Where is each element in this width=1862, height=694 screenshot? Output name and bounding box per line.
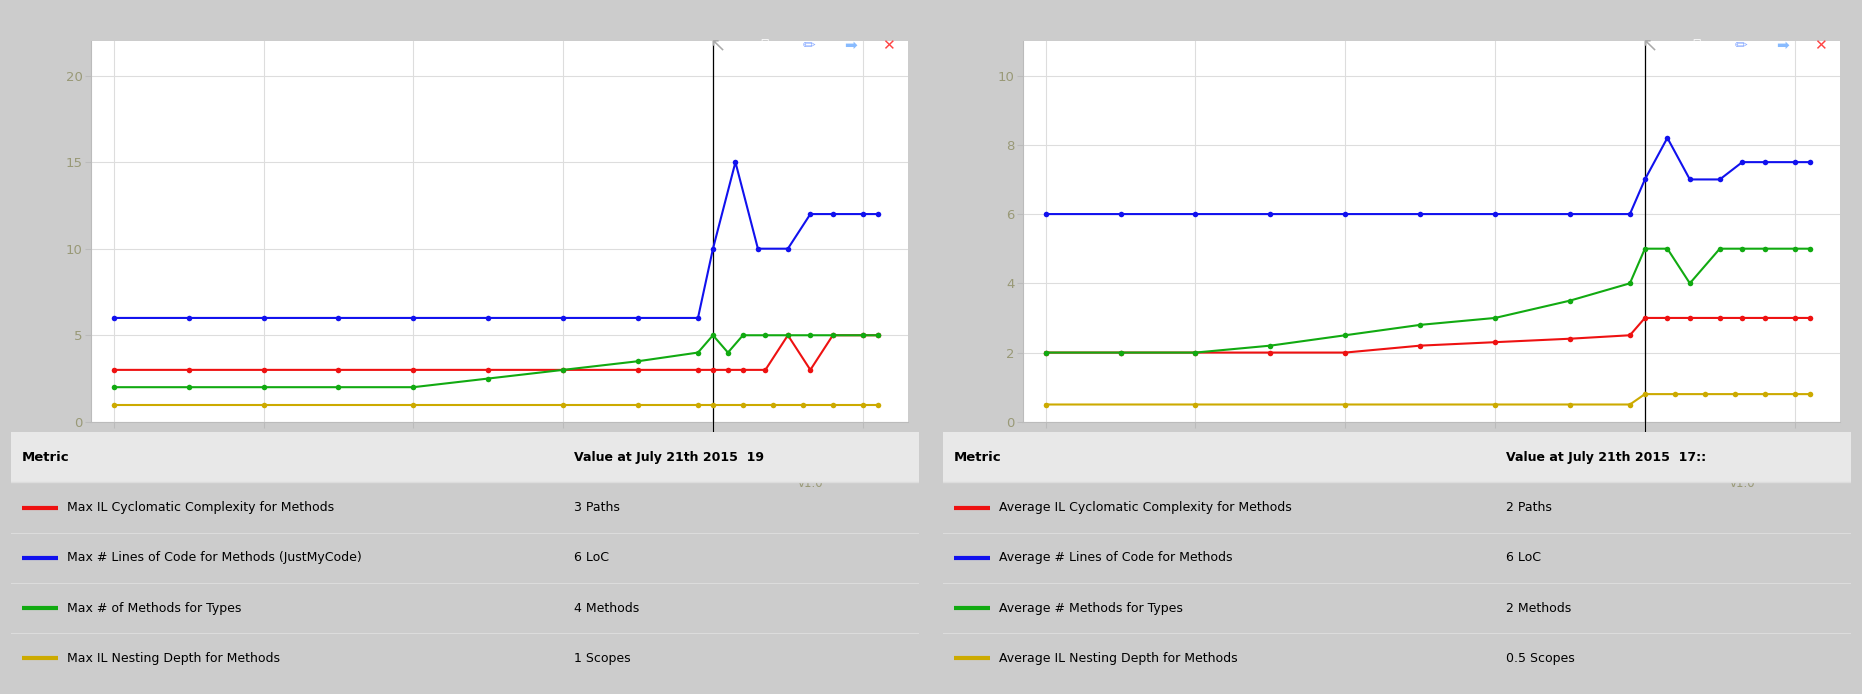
Text: 4 Methods: 4 Methods — [573, 602, 639, 615]
Text: Average # Lines of Code for Methods: Average # Lines of Code for Methods — [1000, 551, 1233, 564]
Text: Value at July 21th 2015  17::: Value at July 21th 2015 17:: — [1506, 450, 1706, 464]
Text: 6 LoC: 6 LoC — [1506, 551, 1542, 564]
Text: Max IL Nesting Depth for Methods: Max IL Nesting Depth for Methods — [67, 652, 281, 665]
Text: Max # of Methods for Types: Max # of Methods for Types — [67, 602, 242, 615]
Text: 2 Paths: 2 Paths — [1506, 501, 1551, 514]
Text: Metric: Metric — [953, 450, 1002, 464]
Text: Metric: Metric — [22, 450, 69, 464]
Text: ✏: ✏ — [803, 37, 816, 53]
Text: Average IL Cyclomatic Complexity for Methods: Average IL Cyclomatic Complexity for Met… — [1000, 501, 1292, 514]
Text: Average IL Nesting Depth for Methods: Average IL Nesting Depth for Methods — [1000, 652, 1238, 665]
Text: Max IL Cyclomatic Complexity for Methods: Max IL Cyclomatic Complexity for Methods — [67, 501, 335, 514]
Text: 6 LoC: 6 LoC — [573, 551, 609, 564]
Bar — [942, 432, 1851, 482]
Text: ➡: ➡ — [1776, 37, 1789, 53]
Text: 2 Methods: 2 Methods — [1506, 602, 1572, 615]
Text: v1.0: v1.0 — [1730, 477, 1756, 490]
Text: 📈: 📈 — [760, 38, 769, 52]
Text: ↖: ↖ — [709, 35, 726, 55]
Text: 1 Scopes: 1 Scopes — [573, 652, 631, 665]
Text: 0.5 Scopes: 0.5 Scopes — [1506, 652, 1575, 665]
Text: Max # Lines of Code for Methods (JustMyCode): Max # Lines of Code for Methods (JustMyC… — [67, 551, 363, 564]
Text: ✕: ✕ — [1814, 37, 1827, 53]
Text: ➡: ➡ — [843, 37, 857, 53]
Text: Average # Methods for Types: Average # Methods for Types — [1000, 602, 1182, 615]
Text: v1.0: v1.0 — [797, 477, 823, 490]
Text: ✏: ✏ — [1735, 37, 1748, 53]
Text: Value at July 21th 2015  19: Value at July 21th 2015 19 — [573, 450, 763, 464]
Text: 📈: 📈 — [1693, 38, 1700, 52]
Text: ✕: ✕ — [883, 37, 896, 53]
Text: 3 Paths: 3 Paths — [573, 501, 620, 514]
Bar — [11, 432, 918, 482]
Text: ↖: ↖ — [1640, 35, 1657, 55]
